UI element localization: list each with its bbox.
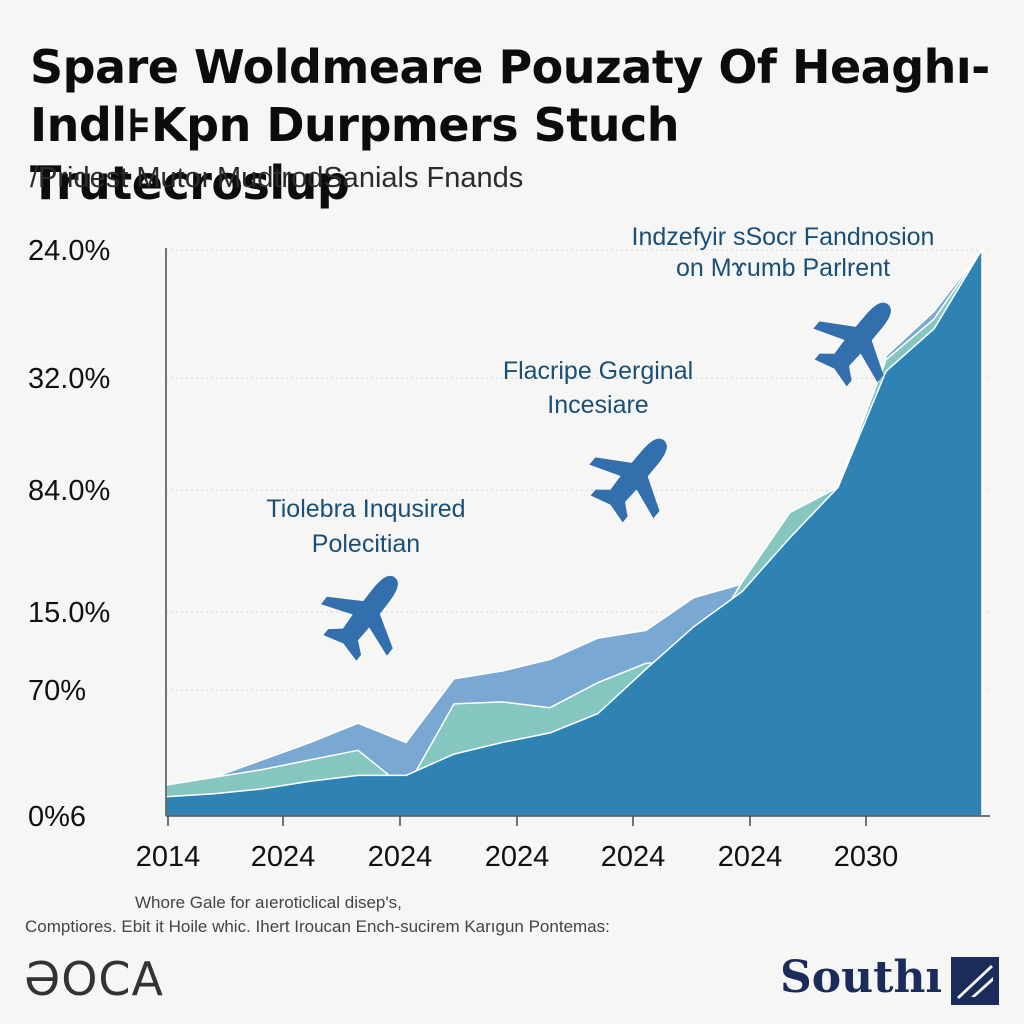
y-tick-label: 32.0%	[28, 363, 110, 395]
y-tick-label: 24.0%	[28, 235, 110, 267]
airplane-icon	[813, 302, 891, 387]
area-series	[165, 248, 983, 817]
y-tick-label: 0%6	[28, 801, 86, 833]
x-tick-label: 2024	[718, 841, 783, 873]
airplane-icon	[589, 438, 667, 523]
footnote-line-2: Comptiores. Ebit it Hoile whic. Ihert Ir…	[25, 917, 610, 936]
x-tick-label: 2014	[136, 841, 201, 873]
footnote-line-1: Whore Gale for aıeroticlical disep's,	[135, 893, 402, 912]
airplane-icon	[321, 575, 398, 661]
annotation-label: Tiolebra Inqusired	[266, 495, 465, 523]
y-tick-label: 15.0%	[28, 597, 110, 629]
x-axis-ticks: 2014 2024 2024 2024 2024 2024 2030	[136, 816, 899, 873]
x-tick-label: 2024	[368, 841, 433, 873]
brand-mark-icon	[951, 957, 999, 1005]
y-tick-label: 70%	[28, 675, 86, 707]
publisher-logo-right: Southı	[780, 952, 943, 1003]
annotation-label: Incesiare	[547, 391, 648, 419]
plane-icons	[321, 302, 891, 661]
annotation-label: Indzefyir sSocr Fandnosion	[632, 223, 935, 251]
area-series-dark-blue	[165, 248, 983, 817]
chart-subtitle: /Pridest Mutoı MudtrodSanials Fnands	[30, 162, 524, 194]
annotations: Tiolebra Inqusired Polecitian Flacripe Ger…	[266, 223, 934, 558]
x-tick-label: 2024	[251, 841, 316, 873]
chart-title: Spare Woldmeare Pouzaty Of Heaghı- Indl⊧…	[30, 40, 990, 210]
x-tick-label: 2030	[834, 841, 899, 873]
publisher-logo-left: ƏOCA	[24, 952, 165, 1006]
x-tick-label: 2024	[601, 841, 666, 873]
annotation-label: Polecitian	[312, 530, 420, 558]
y-tick-label: 84.0%	[28, 475, 110, 507]
annotation-label: Flacripe Gerginal	[503, 357, 693, 385]
x-tick-label: 2024	[485, 841, 550, 873]
annotation-label: on Mɤumb Parlrent	[676, 254, 890, 282]
y-axis-ticks: 24.0% 32.0% 84.0% 15.0% 70% 0%6	[28, 235, 110, 833]
